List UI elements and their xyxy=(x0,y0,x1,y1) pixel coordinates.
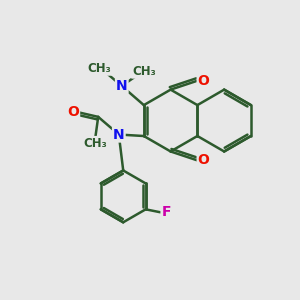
Text: O: O xyxy=(67,105,79,119)
Text: CH₃: CH₃ xyxy=(88,62,112,75)
Text: O: O xyxy=(198,74,209,88)
Text: CH₃: CH₃ xyxy=(132,65,156,78)
Text: N: N xyxy=(116,79,127,93)
Text: F: F xyxy=(161,205,171,219)
Text: N: N xyxy=(113,128,124,142)
Text: O: O xyxy=(198,153,209,167)
Text: CH₃: CH₃ xyxy=(83,137,107,150)
